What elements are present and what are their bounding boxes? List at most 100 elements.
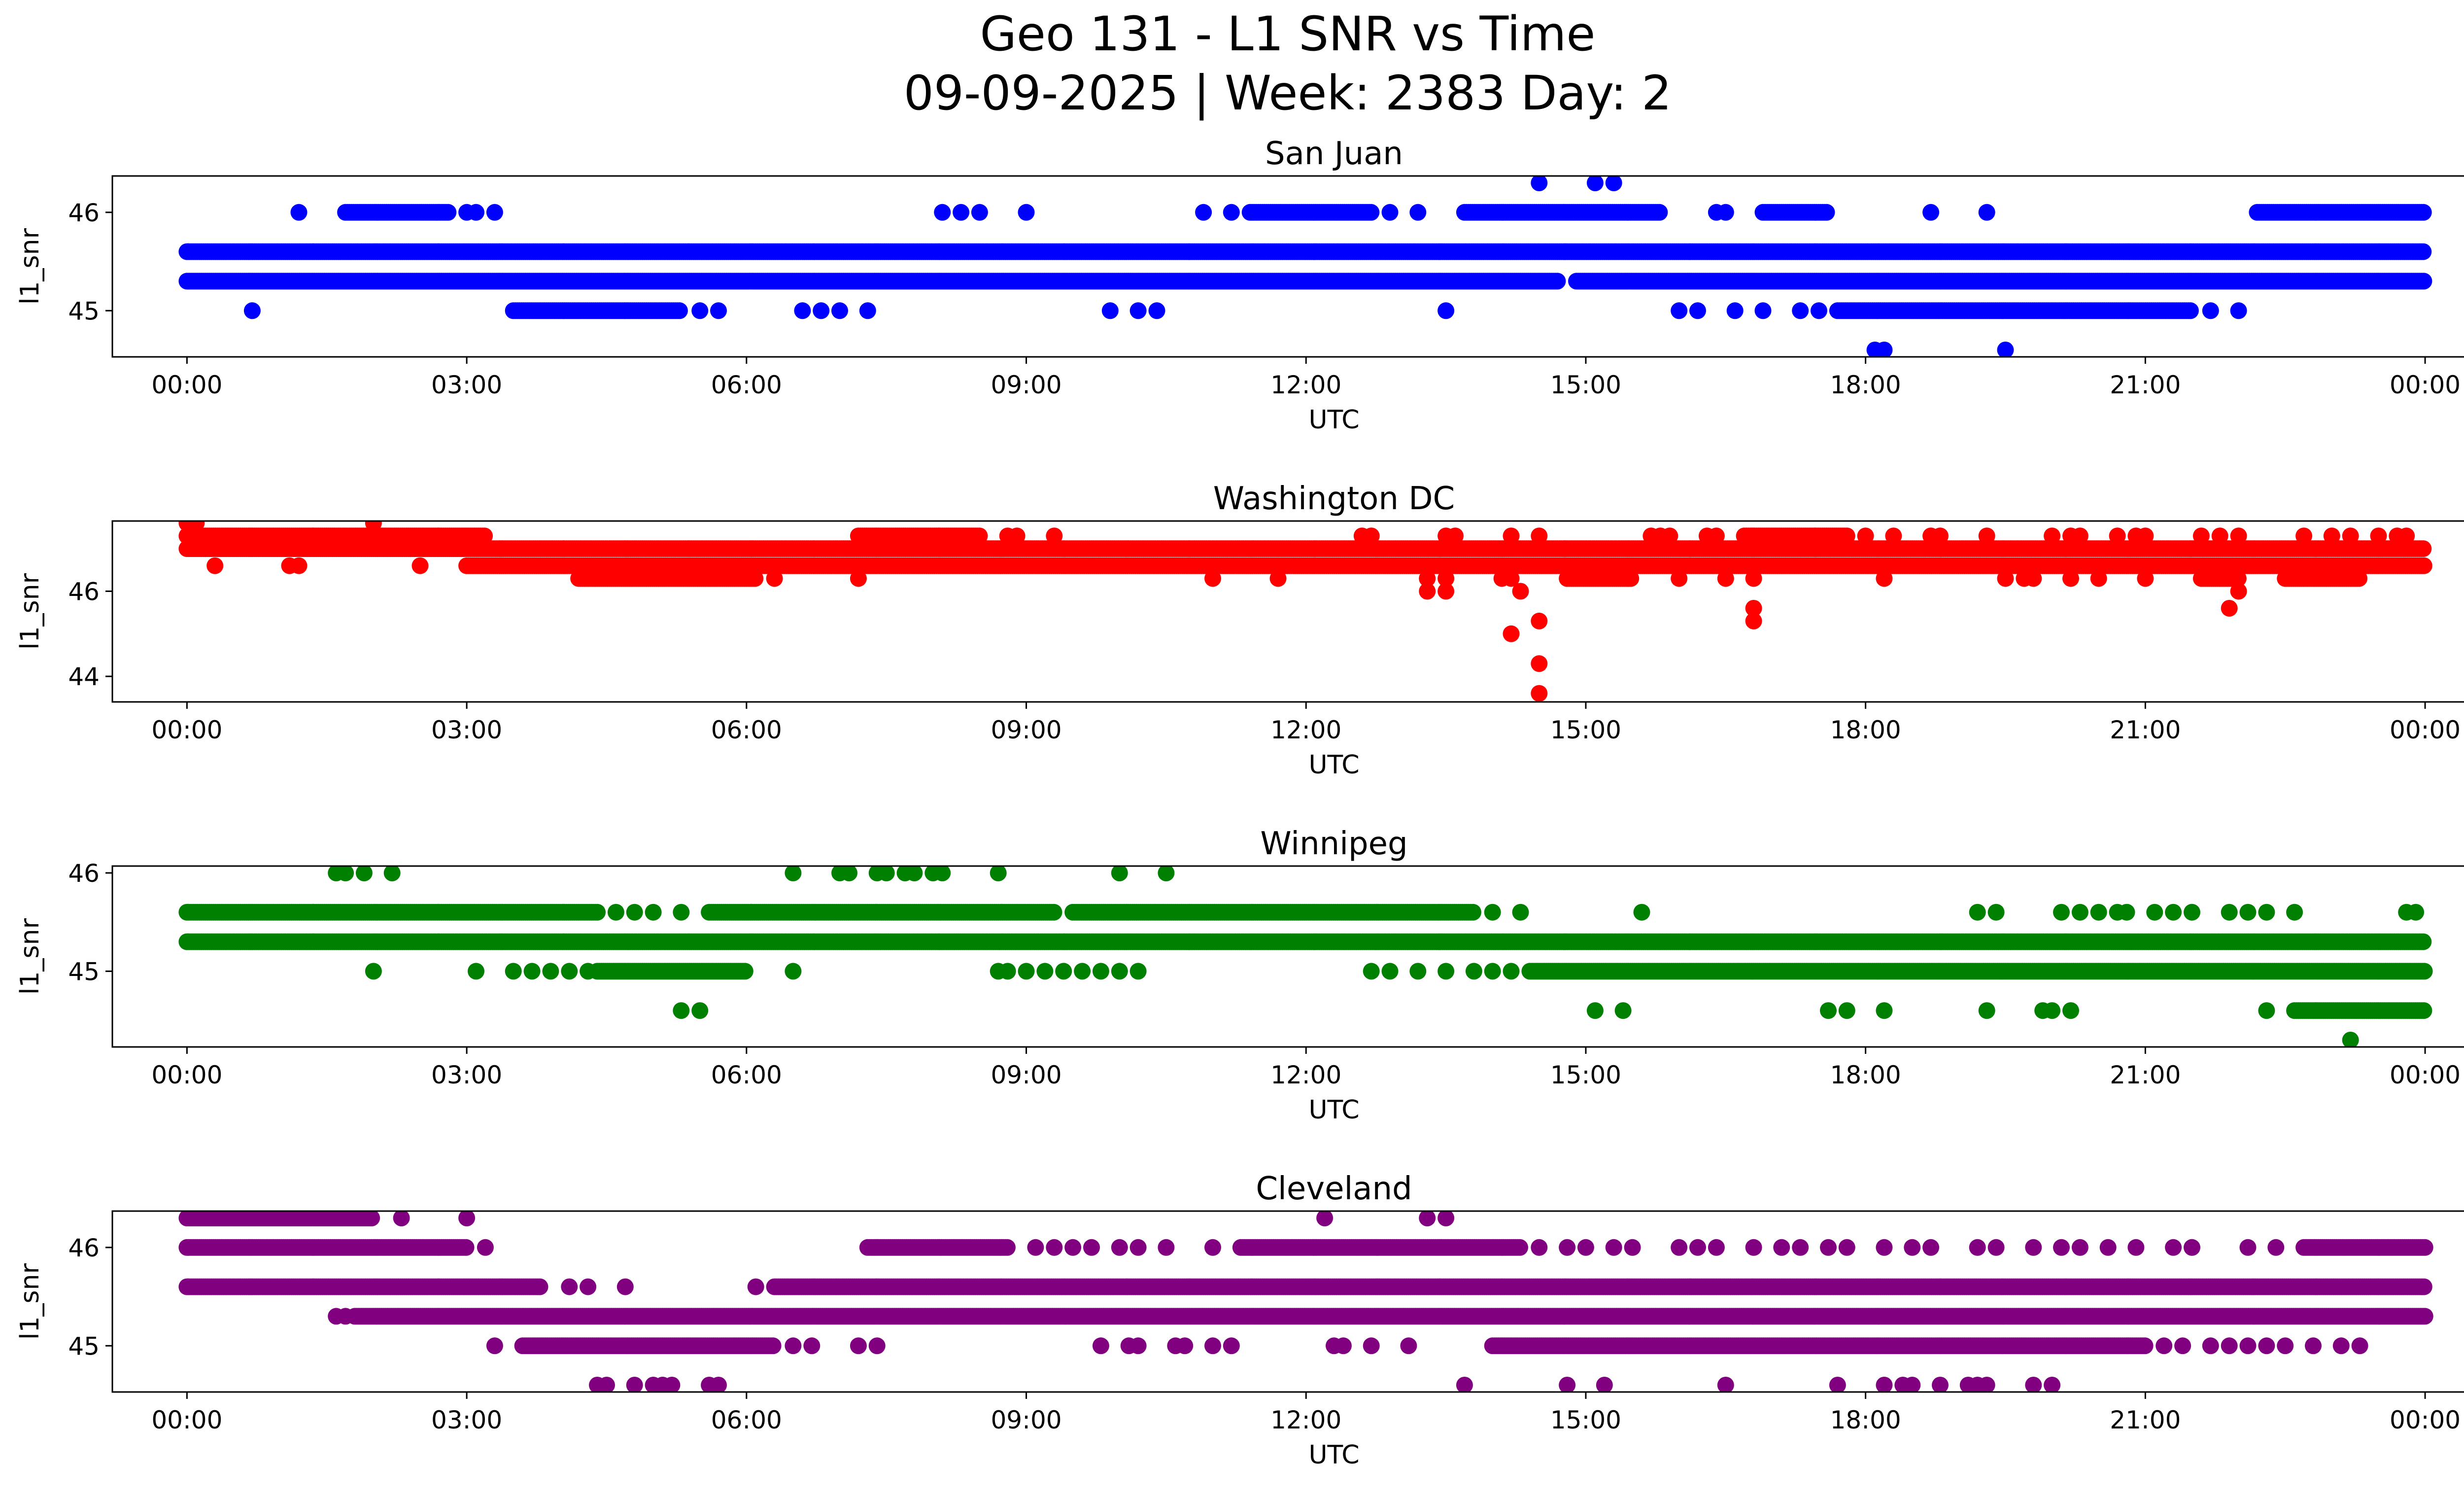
data-point — [2211, 527, 2228, 545]
data-point — [1363, 527, 1380, 545]
data-point — [971, 527, 988, 545]
data-point — [2044, 527, 2061, 545]
data-point — [1978, 527, 1995, 545]
data-point — [1195, 204, 1212, 221]
axes-frame — [111, 175, 2464, 358]
data-point — [1689, 302, 1706, 319]
data-point — [1101, 302, 1119, 319]
data-point — [2342, 527, 2359, 545]
data-point — [2230, 527, 2247, 545]
data-point — [1717, 204, 1734, 221]
x-tick-label: 18:00 — [1830, 371, 1901, 399]
data-point — [1885, 527, 1902, 545]
data-point — [2192, 527, 2210, 545]
subplot-title: San Juan — [1265, 136, 1403, 172]
data-point — [1726, 302, 1744, 319]
data-point — [859, 302, 876, 319]
data-point — [1018, 204, 1035, 221]
series-45-6 — [178, 243, 2432, 260]
figure-title-line2: 09-09-2025 | Week: 2383 Day: 2 — [904, 66, 1672, 121]
series-46-6 — [206, 557, 2432, 574]
data-point — [1549, 273, 1566, 290]
data-point — [934, 204, 951, 221]
figure-title-line1: Geo 131 - L1 SNR vs Time — [980, 6, 1596, 62]
data-point — [671, 302, 688, 319]
data-point — [1651, 204, 1668, 221]
data-point — [1503, 527, 1520, 545]
x-tick-label: 03:00 — [431, 371, 502, 399]
data-point — [1363, 204, 1380, 221]
series-45-3 — [178, 273, 2432, 290]
data-point — [1381, 204, 1399, 221]
x-axis: 00:00 03:00 06:00 09:00 12:00 15:00 18:00 21:00… — [151, 357, 2461, 435]
data-point — [1922, 204, 1940, 221]
data-point — [1811, 302, 1827, 319]
data-point — [1754, 302, 1772, 319]
data-point — [1997, 342, 2014, 357]
data-point — [1792, 302, 1809, 319]
data-point — [953, 204, 970, 221]
data-point — [1708, 527, 1725, 545]
data-point — [2415, 243, 2432, 260]
data-point — [710, 302, 727, 319]
data-point — [2415, 273, 2432, 290]
data-point — [2071, 527, 2088, 545]
data-point — [2202, 302, 2219, 319]
subplot-title: Washington DC — [1213, 481, 1455, 517]
x-tick-label: 15:00 — [1550, 371, 1621, 399]
data-point — [1978, 204, 1995, 221]
data-point — [1586, 176, 1604, 191]
data-point — [476, 527, 493, 545]
data-point — [1671, 302, 1688, 319]
data-point — [2415, 540, 2432, 557]
data-point — [1437, 302, 1455, 319]
data-point — [1661, 527, 1678, 545]
data-point — [1409, 204, 1427, 221]
data-point — [1447, 527, 1464, 545]
data-point — [1932, 527, 1949, 545]
data-point — [2415, 204, 2432, 221]
data-point — [2230, 302, 2247, 319]
data-point — [486, 204, 503, 221]
x-tick-label: 00:00 — [151, 371, 222, 399]
data-point — [2109, 527, 2126, 545]
x-axis-label: UTC — [1308, 405, 1359, 435]
data-point — [1223, 204, 1240, 221]
data-point — [831, 302, 848, 319]
x-tick-label: 00:00 — [2390, 371, 2461, 399]
data-point — [440, 204, 457, 221]
data-point — [243, 302, 261, 319]
series-45-0 — [243, 302, 2247, 319]
data-point — [468, 204, 484, 221]
y-tick-label: 46 — [68, 199, 100, 227]
data-point — [2182, 302, 2199, 319]
data-point — [1857, 527, 1874, 545]
data-point — [1148, 302, 1165, 319]
data-point — [794, 302, 811, 319]
data-point — [691, 302, 709, 319]
y-axis-label: l1_snr — [15, 228, 45, 305]
x-tick-label: 12:00 — [1270, 371, 1341, 399]
data-point — [2295, 527, 2313, 545]
data-point — [2137, 527, 2154, 545]
series-47-0 — [178, 540, 2432, 557]
data-point — [2323, 527, 2340, 545]
data-point — [1008, 527, 1026, 545]
data-point — [971, 204, 988, 221]
x-tick-label: 06:00 — [711, 371, 782, 399]
series-46-0 — [290, 204, 2432, 221]
y-tick-label: 45 — [68, 297, 100, 325]
data-point — [290, 204, 308, 221]
x-tick-label: 21:00 — [2110, 371, 2181, 399]
data-points — [178, 521, 2432, 702]
data-point — [1531, 176, 1548, 191]
data-point — [2370, 527, 2387, 545]
data-point — [1046, 527, 1063, 545]
data-point — [1876, 342, 1893, 357]
y-axis: 45 46 l1_snr — [15, 199, 112, 325]
data-point — [1129, 302, 1147, 319]
